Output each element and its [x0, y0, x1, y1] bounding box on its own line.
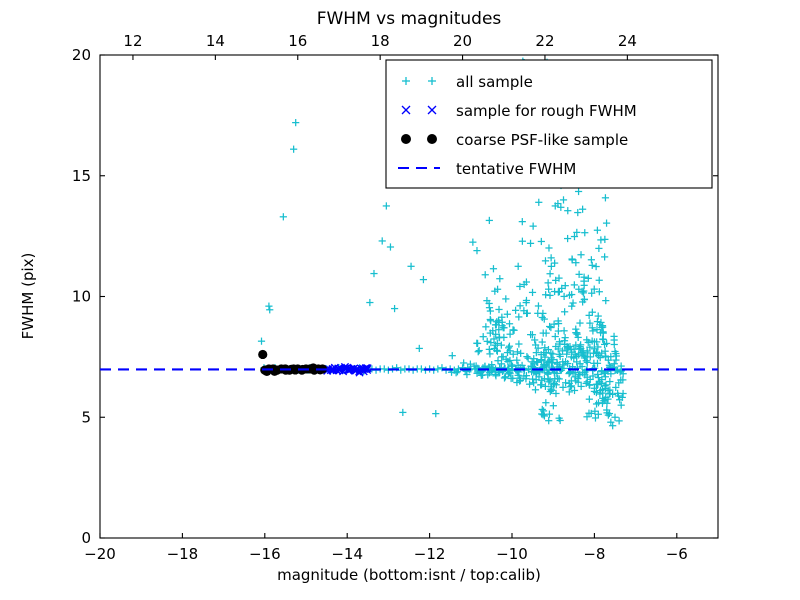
- legend-item-label[interactable]: sample for rough FWHM: [456, 102, 637, 120]
- y-tick-label: 0: [81, 529, 91, 547]
- data-point-dot: [290, 365, 300, 375]
- y-axis-ticks: 0 5 10 15 20: [72, 46, 718, 547]
- legend-item-label[interactable]: all sample: [456, 73, 533, 91]
- x-tick-label: −8: [583, 545, 605, 563]
- legend-item-label[interactable]: coarse PSF-like sample: [456, 131, 628, 149]
- x-tick-label: −14: [331, 545, 363, 563]
- data-point-dot: [401, 134, 411, 144]
- x-tick-label-top: 16: [288, 32, 307, 50]
- data-point-cross: [323, 366, 332, 375]
- x-tick-label-top: 22: [535, 32, 554, 50]
- x-tick-label-top: 14: [206, 32, 225, 50]
- data-point-dot: [258, 349, 268, 360]
- x-axis-label: magnitude (bottom:isnt / top:calib): [277, 566, 541, 584]
- y-axis-label: FWHM (pix): [19, 253, 37, 340]
- data-point-dot: [305, 364, 316, 374]
- x-tick-label: −20: [84, 545, 116, 563]
- x-tick-label: −18: [167, 545, 199, 563]
- x-tick-label: −12: [414, 545, 446, 563]
- data-point-cross: [401, 105, 411, 115]
- x-axis-bottom-ticks: −20 −18 −16 −14 −12 −10 −8 −6: [84, 533, 688, 563]
- data-point-cross: [341, 364, 350, 373]
- x-tick-label-top: 20: [453, 32, 472, 50]
- legend[interactable]: all sample sample for rough FWHM coarse PS…: [385, 59, 713, 189]
- y-tick-label: 15: [72, 167, 91, 185]
- legend-item-label[interactable]: tentative FWHM: [456, 160, 576, 178]
- data-point-cross: [346, 365, 355, 374]
- x-tick-label-top: 24: [618, 32, 637, 50]
- page-title: FWHM vs magnitudes: [317, 9, 502, 29]
- series-rough-fwhm-sample[interactable]: [323, 362, 372, 377]
- x-axis-top-ticks: 12 14 16 18 20 22 24: [123, 32, 637, 60]
- data-point-cross: [427, 105, 437, 115]
- series-all-sample[interactable]: [0, 57, 627, 430]
- data-point-dot: [427, 134, 437, 144]
- x-tick-label-top: 12: [123, 32, 142, 50]
- data-point-cross: [363, 365, 372, 374]
- x-tick-label-top: 18: [371, 32, 390, 50]
- data-point-dot: [269, 366, 280, 376]
- y-tick-label: 5: [81, 408, 91, 426]
- legend-box: [385, 59, 713, 189]
- x-tick-label: −16: [249, 545, 281, 563]
- x-tick-label: −6: [666, 545, 688, 563]
- y-tick-label: 10: [72, 288, 91, 306]
- data-point-cross: [328, 366, 337, 375]
- y-tick-label: 20: [72, 46, 91, 64]
- x-tick-label: −10: [496, 545, 528, 563]
- data-point-cross: [359, 365, 369, 374]
